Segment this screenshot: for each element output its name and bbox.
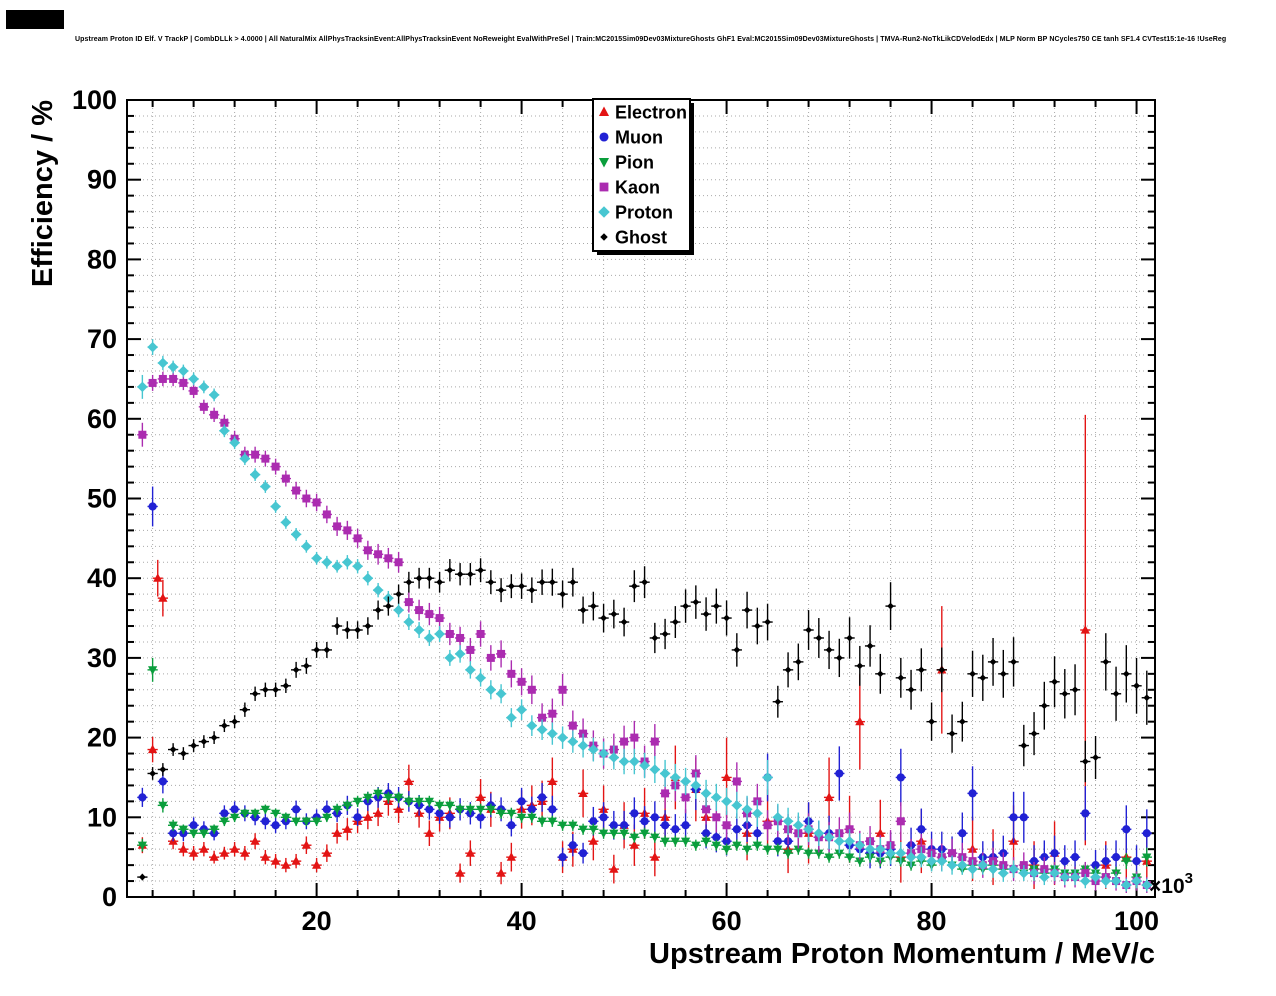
proton-marker-icon (598, 206, 610, 218)
grid (127, 100, 1155, 897)
y-tick-label: 20 (87, 723, 117, 753)
y-tick-label: 90 (87, 165, 117, 195)
legend-entry-proton: Proton (598, 203, 673, 223)
legend-entry-electron: Electron (598, 103, 687, 123)
y-tick-label: 100 (72, 85, 117, 115)
x-axis-title: Upstream Proton Momentum / MeV/c (649, 938, 1155, 970)
y-tick-label: 30 (87, 643, 117, 673)
legend-entry-pion: Pion (598, 153, 654, 173)
window-artifact-bar (6, 10, 64, 29)
legend: Electron Muon Pion Kaon Proton Ghost (592, 98, 694, 255)
y-tick-label: 40 (87, 563, 117, 593)
x-tick-label: 80 (917, 906, 947, 936)
y-tick-label: 10 (87, 802, 117, 832)
legend-label: Electron (615, 103, 687, 123)
x-tick-label: 20 (302, 906, 332, 936)
muon-marker-icon (599, 132, 609, 142)
y-tick-label: 0 (102, 882, 117, 912)
kaon-marker-icon (599, 182, 609, 192)
series-proton (137, 339, 1153, 892)
legend-label: Proton (615, 203, 673, 223)
legend-entry-muon: Muon (599, 128, 663, 148)
y-tick-label: 70 (87, 324, 117, 354)
axis-ticks (127, 99, 1155, 898)
x-tick-label: 100 (1114, 906, 1159, 936)
ghost-marker-icon (600, 233, 608, 241)
legend-label: Ghost (615, 228, 667, 248)
y-tick-label: 80 (87, 244, 117, 274)
series-ghost (137, 558, 1152, 881)
legend-label: Kaon (615, 178, 660, 198)
pion-marker-icon (598, 158, 610, 168)
x-tick-label: 40 (507, 906, 537, 936)
y-tick-label: 50 (87, 484, 117, 514)
x-axis-exponent: ×103 (1149, 870, 1193, 898)
plot-title: Upstream Proton ID Elf. V TrackP | CombD… (75, 36, 1227, 43)
electron-marker-icon (598, 106, 610, 116)
legend-label: Muon (615, 128, 663, 148)
x-tick-label: 60 (712, 906, 742, 936)
legend-label: Pion (615, 153, 654, 173)
y-axis-title: Efficiency / % (27, 100, 59, 287)
series-muon (137, 486, 1152, 881)
legend-entry-kaon: Kaon (599, 178, 660, 198)
legend-box (592, 98, 691, 252)
legend-entry-ghost: Ghost (600, 228, 667, 248)
y-tick-label: 60 (87, 404, 117, 434)
